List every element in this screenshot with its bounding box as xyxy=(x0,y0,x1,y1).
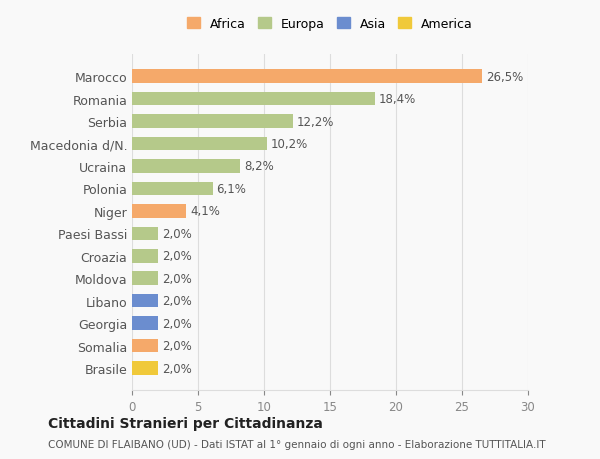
Text: Cittadini Stranieri per Cittadinanza: Cittadini Stranieri per Cittadinanza xyxy=(48,416,323,430)
Legend: Africa, Europa, Asia, America: Africa, Europa, Asia, America xyxy=(187,18,473,31)
Bar xyxy=(132,339,158,353)
Text: 2,0%: 2,0% xyxy=(163,339,192,353)
Bar xyxy=(132,250,158,263)
Bar xyxy=(132,205,186,218)
Text: 4,1%: 4,1% xyxy=(190,205,220,218)
Text: 2,0%: 2,0% xyxy=(163,227,192,241)
Text: 2,0%: 2,0% xyxy=(163,317,192,330)
Text: COMUNE DI FLAIBANO (UD) - Dati ISTAT al 1° gennaio di ogni anno - Elaborazione T: COMUNE DI FLAIBANO (UD) - Dati ISTAT al … xyxy=(48,440,545,449)
Bar xyxy=(132,138,266,151)
Text: 2,0%: 2,0% xyxy=(163,250,192,263)
Bar xyxy=(132,362,158,375)
Bar xyxy=(132,93,375,106)
Bar xyxy=(132,70,482,84)
Bar xyxy=(132,115,293,129)
Bar xyxy=(132,272,158,285)
Bar xyxy=(132,160,240,174)
Bar xyxy=(132,227,158,241)
Text: 10,2%: 10,2% xyxy=(271,138,308,151)
Text: 6,1%: 6,1% xyxy=(217,183,247,196)
Text: 2,0%: 2,0% xyxy=(163,362,192,375)
Text: 18,4%: 18,4% xyxy=(379,93,416,106)
Bar xyxy=(132,294,158,308)
Text: 26,5%: 26,5% xyxy=(486,71,523,84)
Text: 2,0%: 2,0% xyxy=(163,295,192,308)
Bar xyxy=(132,182,212,196)
Text: 2,0%: 2,0% xyxy=(163,272,192,285)
Bar xyxy=(132,317,158,330)
Text: 8,2%: 8,2% xyxy=(244,160,274,173)
Text: 12,2%: 12,2% xyxy=(297,115,334,129)
